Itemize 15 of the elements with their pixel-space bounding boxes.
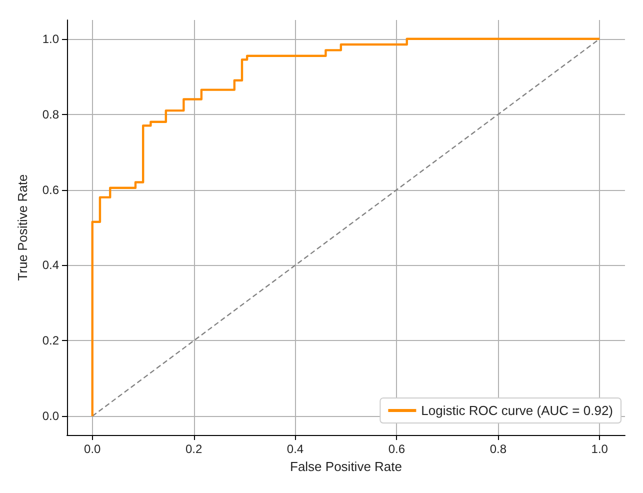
y-tick-label: 0.8 bbox=[42, 107, 60, 122]
y-tick-label: 1.0 bbox=[42, 32, 60, 46]
legend-label: Logistic ROC curve (AUC = 0.92) bbox=[421, 403, 614, 418]
y-tick-label: 0.2 bbox=[42, 334, 60, 348]
y-tick-label: 0.4 bbox=[42, 258, 60, 272]
x-tick-label: 1.0 bbox=[591, 442, 608, 456]
y-tick-label: 0.6 bbox=[42, 182, 60, 197]
x-tick-label: 0.6 bbox=[388, 442, 406, 456]
x-tick-label: 0.4 bbox=[286, 442, 304, 456]
y-axis-title: True Positive Rate bbox=[15, 174, 30, 281]
x-axis-title: False Positive Rate bbox=[290, 458, 402, 474]
x-tick-label: 0.2 bbox=[185, 442, 202, 456]
x-tick-label: 0.8 bbox=[490, 442, 507, 456]
y-tick-label: 0.0 bbox=[42, 409, 60, 424]
x-tick-label: 0.0 bbox=[84, 442, 102, 456]
